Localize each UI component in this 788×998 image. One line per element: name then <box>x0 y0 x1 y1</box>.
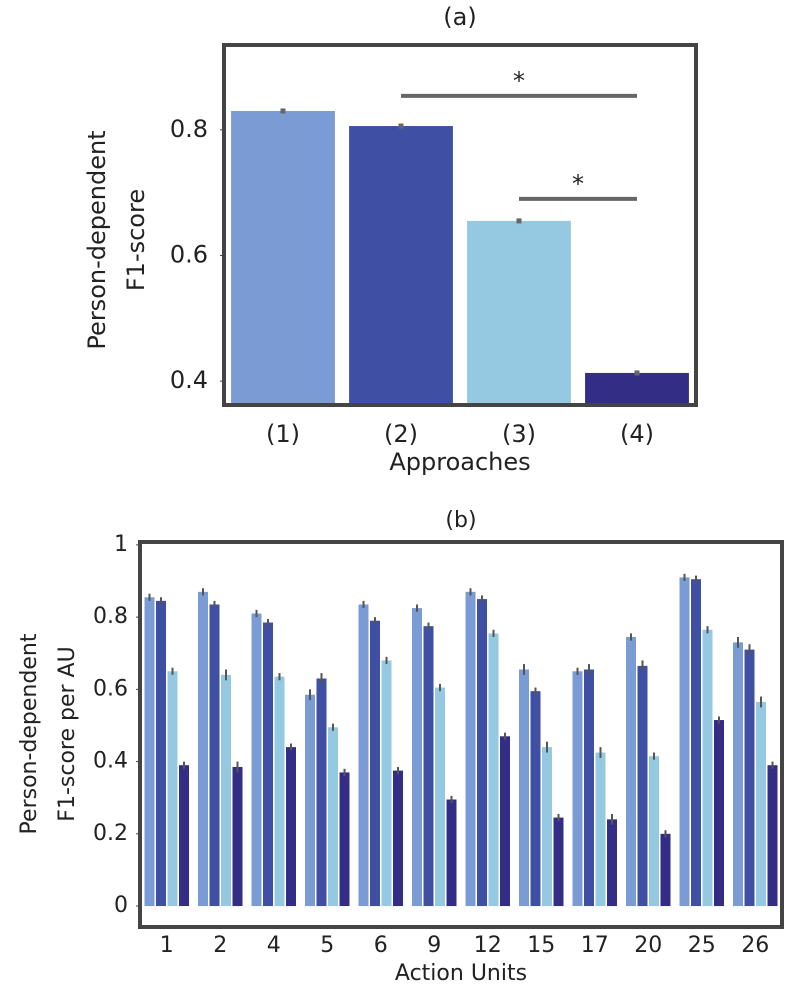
significance-label: * <box>513 67 525 95</box>
bar <box>679 577 690 907</box>
x-axis-label: Approaches <box>389 448 530 476</box>
bar <box>198 591 208 907</box>
x-tick-label: 1 <box>160 933 174 958</box>
bar <box>530 691 541 907</box>
x-tick-label: 12 <box>474 933 502 958</box>
bar <box>467 220 571 405</box>
plot-frame <box>138 540 784 929</box>
chart-title: (a) <box>443 3 476 31</box>
x-tick-label: 9 <box>427 933 441 958</box>
y-tick-label: 0 <box>114 893 128 918</box>
bar <box>435 687 445 907</box>
bar <box>595 752 606 907</box>
bar <box>585 372 689 405</box>
bar <box>607 819 617 907</box>
y-tick-label: 0.4 <box>170 366 208 394</box>
x-tick-label: 26 <box>741 933 769 958</box>
bar <box>232 767 243 907</box>
bar <box>465 591 476 907</box>
bar <box>339 772 350 907</box>
bar <box>446 799 457 907</box>
y-tick-label: 1 <box>114 532 128 557</box>
y-axis-label: F1-score per AU <box>55 646 80 821</box>
bar <box>209 604 220 907</box>
bar <box>691 579 701 907</box>
bar <box>714 720 724 907</box>
bar <box>286 747 296 907</box>
bar <box>488 633 499 907</box>
y-tick-label: 0.6 <box>170 240 208 268</box>
x-tick-label: (2) <box>384 420 418 448</box>
bar <box>744 649 755 907</box>
bar <box>349 126 453 405</box>
x-tick-label: 20 <box>634 933 662 958</box>
bar <box>626 636 636 907</box>
x-tick-label: 2 <box>213 933 227 958</box>
y-axis-label: Person-dependent <box>83 130 111 349</box>
y-axis-label: F1-score <box>122 189 150 291</box>
bar <box>423 626 434 907</box>
bar <box>393 770 403 907</box>
bar <box>328 727 338 907</box>
chart-title: (b) <box>445 508 476 533</box>
x-tick-label: 5 <box>320 933 334 958</box>
x-axis-label: Action Units <box>395 961 527 986</box>
bar <box>477 599 487 907</box>
plot-frame <box>222 43 698 407</box>
bar <box>767 765 778 907</box>
bar <box>358 604 369 907</box>
bar <box>702 629 713 907</box>
bar <box>572 671 583 907</box>
bar <box>156 600 166 907</box>
bar <box>756 701 766 907</box>
y-axis-label: Person-dependent <box>17 633 42 834</box>
bar <box>263 622 273 907</box>
x-tick-label: 4 <box>267 933 281 958</box>
bar <box>274 676 285 907</box>
bar <box>733 642 743 907</box>
bar <box>412 608 422 907</box>
y-tick-label: 0.6 <box>93 676 128 701</box>
bar <box>584 669 594 907</box>
y-tick-label: 0.4 <box>93 749 128 774</box>
bar <box>179 765 189 907</box>
x-tick-label: 6 <box>374 933 388 958</box>
x-tick-label: (3) <box>502 420 536 448</box>
bar <box>251 613 262 907</box>
bar <box>553 817 564 907</box>
x-tick-label: 17 <box>581 933 609 958</box>
bar <box>231 110 335 405</box>
bar <box>542 747 552 907</box>
bar <box>167 671 178 907</box>
x-tick-label: 25 <box>688 933 716 958</box>
bar <box>519 669 529 907</box>
x-tick-label: (4) <box>620 420 654 448</box>
y-tick-label: 0.8 <box>93 604 128 629</box>
bar <box>316 678 327 907</box>
bar <box>221 674 231 907</box>
x-tick-label: (1) <box>266 420 300 448</box>
bar <box>660 833 671 907</box>
bar <box>381 660 392 907</box>
y-tick-label: 0.8 <box>170 115 208 143</box>
y-tick-label: 0.2 <box>93 821 128 846</box>
bar <box>649 756 659 907</box>
bar <box>500 736 510 907</box>
x-tick-label: 15 <box>527 933 555 958</box>
bar <box>305 694 315 907</box>
bar <box>144 597 155 907</box>
bar <box>637 665 648 907</box>
bar <box>370 620 380 907</box>
significance-label: * <box>572 170 584 198</box>
